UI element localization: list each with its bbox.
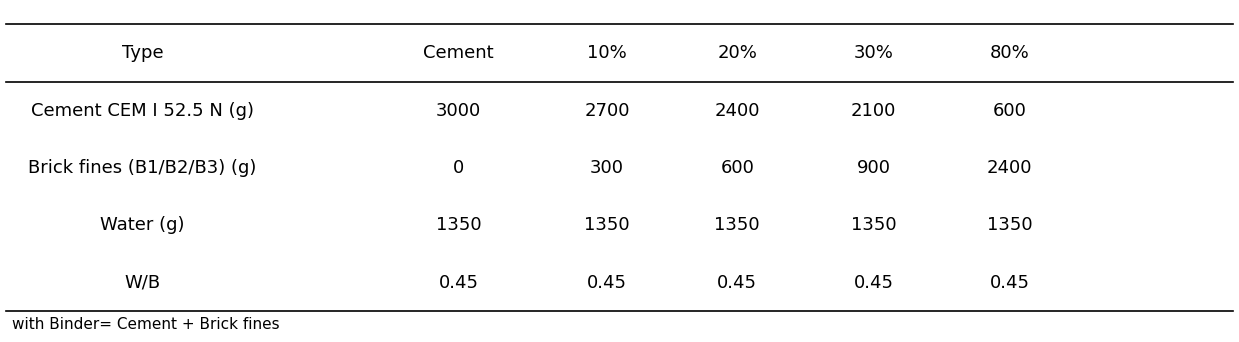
Text: 10%: 10% xyxy=(587,44,627,62)
Text: 0.45: 0.45 xyxy=(854,274,893,292)
Text: 0.45: 0.45 xyxy=(717,274,757,292)
Text: 1350: 1350 xyxy=(715,216,760,234)
Text: 0.45: 0.45 xyxy=(587,274,627,292)
Text: 1350: 1350 xyxy=(585,216,629,234)
Text: 900: 900 xyxy=(856,159,891,177)
Text: 20%: 20% xyxy=(717,44,757,62)
Text: 2100: 2100 xyxy=(851,102,896,120)
Text: 2400: 2400 xyxy=(715,102,760,120)
Text: 2700: 2700 xyxy=(585,102,629,120)
Text: 300: 300 xyxy=(590,159,624,177)
Text: 1350: 1350 xyxy=(987,216,1032,234)
Text: 1350: 1350 xyxy=(851,216,896,234)
Text: 600: 600 xyxy=(992,102,1027,120)
Text: 1350: 1350 xyxy=(436,216,481,234)
Text: Cement: Cement xyxy=(422,44,494,62)
Text: Type: Type xyxy=(121,44,164,62)
Text: Water (g): Water (g) xyxy=(100,216,185,234)
Text: Brick fines (B1/B2/B3) (g): Brick fines (B1/B2/B3) (g) xyxy=(28,159,256,177)
Text: 80%: 80% xyxy=(990,44,1030,62)
Text: 0: 0 xyxy=(452,159,465,177)
Text: W/B: W/B xyxy=(124,274,161,292)
Text: 3000: 3000 xyxy=(436,102,481,120)
Text: 0.45: 0.45 xyxy=(990,274,1030,292)
Text: 600: 600 xyxy=(720,159,755,177)
Text: with Binder= Cement + Brick fines: with Binder= Cement + Brick fines xyxy=(12,317,280,332)
Text: 30%: 30% xyxy=(854,44,893,62)
Text: 0.45: 0.45 xyxy=(439,274,478,292)
Text: 2400: 2400 xyxy=(987,159,1032,177)
Text: Cement CEM I 52.5 N (g): Cement CEM I 52.5 N (g) xyxy=(31,102,254,120)
